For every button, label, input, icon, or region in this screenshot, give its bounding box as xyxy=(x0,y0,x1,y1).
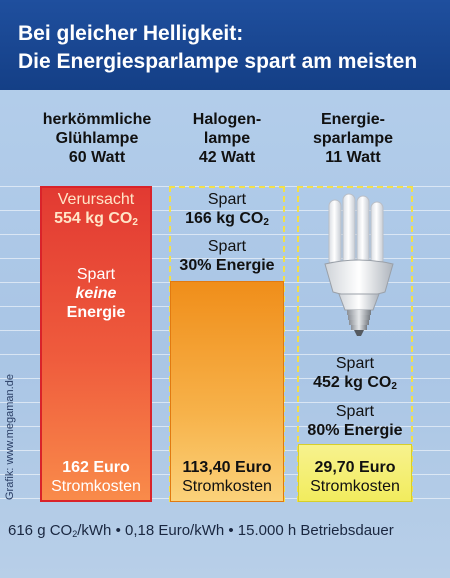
value-label-gluehlampe: 162 Euro xyxy=(62,459,130,476)
cost-label-gluehlampe: 162 Euro Stromkosten xyxy=(40,458,152,496)
value-label-halogenlampe: 113,40 Euro xyxy=(182,459,272,476)
saving-label-energiesparlampe: Spart 80% Energie xyxy=(307,403,403,439)
energy-saving-bulb-icon xyxy=(323,190,395,343)
bar-gluehlampe xyxy=(40,186,152,502)
header-banner: Bei gleicher Helligkeit: Die Energiespar… xyxy=(0,0,450,90)
chart-title: Bei gleicher Helligkeit: xyxy=(18,22,244,45)
co2-label-gluehlampe: Verursacht 554 kg CO2 xyxy=(54,191,138,228)
co2-label-energiesparlampe: Spart 452 kg CO2 xyxy=(313,355,397,392)
saving-label-halogenlampe: Spart 30% Energie xyxy=(179,238,275,274)
esl-reference-outline xyxy=(297,186,413,502)
category-label-gluehlampe: herkömmliche Glühlampe 60 Watt xyxy=(42,111,152,166)
category-label-halogenlampe: Halogen- lampe 42 Watt xyxy=(192,111,262,166)
cost-label-energiesparlampe: 29,70 Euro Stromkosten xyxy=(297,458,413,496)
cost-label-halogenlampe: 113,40 Euro Stromkosten xyxy=(169,458,285,496)
bar-energiesparlampe xyxy=(298,444,412,502)
co2-label-halogenlampe: Spart 166 kg CO2 xyxy=(185,191,269,228)
chart-subtitle: Die Energiesparlampe spart am meisten xyxy=(18,50,418,73)
category-label-energiesparlampe: Energie- sparlampe 11 Watt xyxy=(312,111,394,166)
credit-text: Grafik: www.megaman.de xyxy=(4,374,16,500)
bar-halogenlampe xyxy=(170,281,284,502)
value-label-energiesparlampe: 29,70 Euro xyxy=(314,459,396,476)
saving-label-gluehlampe: Spart keine Energie xyxy=(66,266,126,321)
footer-assumptions: 616 g CO2/kWh • 0,18 Euro/kWh • 15.000 h… xyxy=(8,522,394,539)
